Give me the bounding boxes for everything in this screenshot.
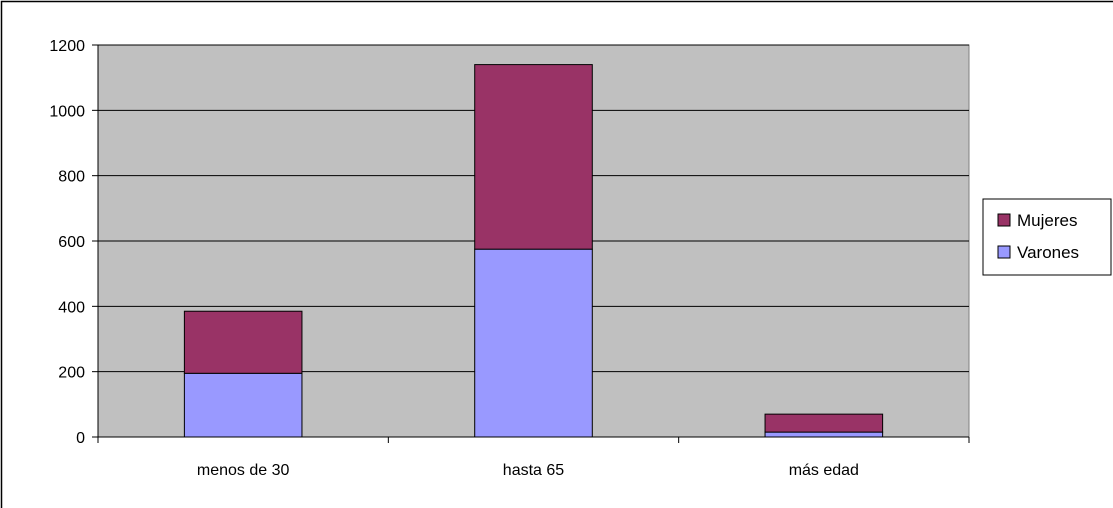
y-tick-label-400: 400	[58, 299, 85, 316]
y-tick-label-200: 200	[58, 365, 85, 382]
legend-label-mujeres: Mujeres	[1017, 211, 1077, 230]
y-tick-label-600: 600	[58, 234, 85, 251]
legend-label-varones: Varones	[1017, 243, 1079, 262]
x-tick-label-menos-de-30: menos de 30	[197, 462, 290, 479]
bar-mujeres-menos-de-30	[183, 310, 303, 374]
bar-mujeres-mas-edad	[764, 413, 884, 433]
legend-swatch-mujeres	[997, 213, 1011, 227]
legend-box	[982, 198, 1112, 276]
y-tick-label-1000: 1000	[49, 103, 85, 120]
x-tick-label-mas-edad: más edad	[789, 462, 859, 479]
bar-varones-menos-de-30	[183, 372, 303, 438]
bars	[183, 64, 884, 438]
bar-varones-mas-edad	[764, 431, 884, 438]
bar-varones-hasta-65	[474, 248, 593, 438]
legend: Mujeres Varones	[982, 198, 1112, 276]
y-tick-label-1200: 1200	[49, 38, 85, 55]
x-tick-label-hasta-65: hasta 65	[503, 462, 564, 479]
legend-swatch-varones	[997, 245, 1011, 259]
bar-mujeres-hasta-65	[474, 64, 593, 250]
axes: 0 200 400 600 800 1000 1200 menos de 30 hasta 65…	[49, 38, 970, 479]
y-tick-label-800: 800	[58, 169, 85, 186]
y-tick-label-0: 0	[76, 430, 85, 447]
